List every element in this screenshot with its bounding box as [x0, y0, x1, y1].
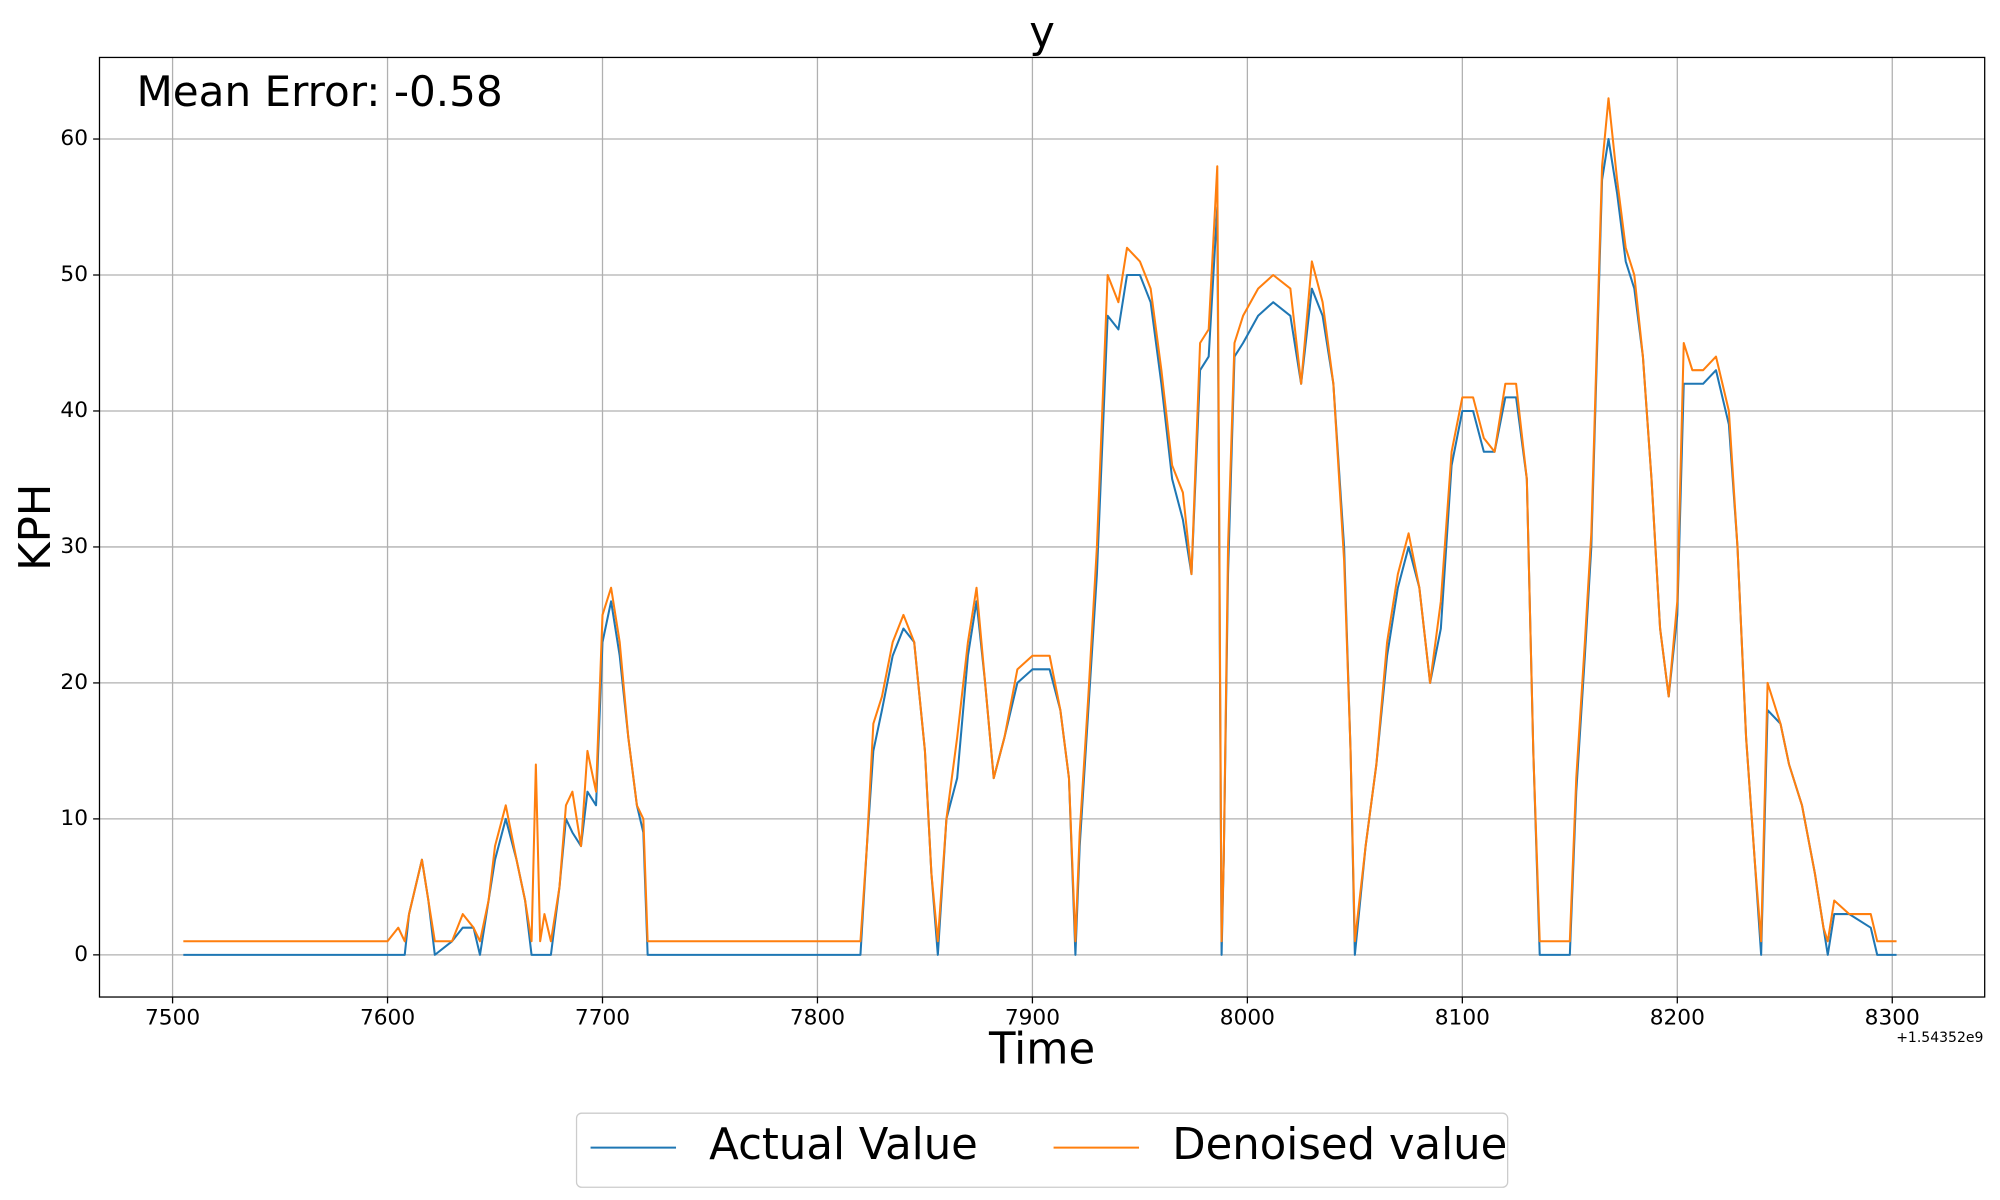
y-tick-label: 0: [74, 942, 88, 967]
legend-label: Denoised value: [1172, 1120, 1507, 1170]
x-tick-label: 7800: [790, 1006, 845, 1031]
y-tick-label: 30: [60, 534, 88, 559]
x-tick-label: 8300: [1865, 1006, 1920, 1031]
y-axis-label: KPH: [11, 484, 61, 571]
y-tick-label: 50: [60, 262, 88, 287]
y-tick-label: 60: [60, 126, 88, 151]
legend-box: [575, 1112, 1509, 1188]
plot-frame: [98, 56, 1986, 998]
y-tick-label: 10: [60, 806, 88, 831]
legend: Actual Value Denoised value: [575, 1112, 1509, 1188]
x-offset-label: +1.54352e9: [1896, 1030, 1983, 1046]
y-tick-label: 20: [60, 670, 88, 695]
x-tick-label: 7900: [1005, 1006, 1060, 1031]
y-tick-label: 40: [60, 398, 88, 423]
x-tick-label: 8200: [1650, 1006, 1705, 1031]
legend-label: Actual Value: [709, 1120, 978, 1170]
x-axis-label: Time: [988, 1024, 1095, 1074]
x-tick-label: 8100: [1435, 1006, 1490, 1031]
series-line: [183, 97, 1897, 943]
x-tick-label: 7600: [360, 1006, 415, 1031]
x-tick-label: 7700: [575, 1006, 630, 1031]
x-tick-label: 8000: [1220, 1006, 1275, 1031]
chart-title: y: [1029, 8, 1055, 58]
annotation: Mean Error: -0.58: [136, 67, 502, 116]
x-tick-label: 7500: [145, 1006, 200, 1031]
